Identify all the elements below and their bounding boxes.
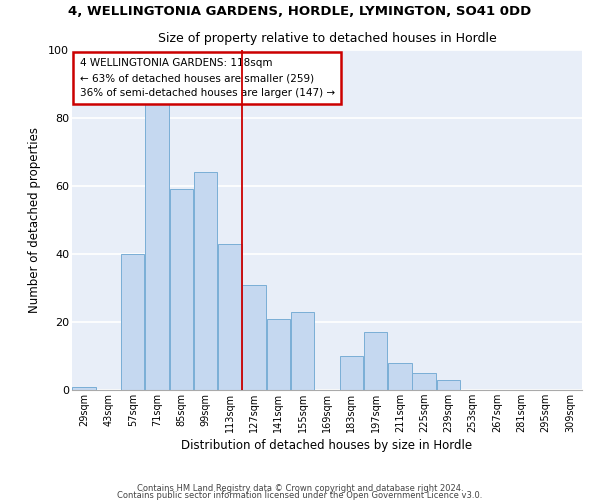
Bar <box>340 356 363 390</box>
Y-axis label: Number of detached properties: Number of detached properties <box>28 127 41 313</box>
Text: Contains HM Land Registry data © Crown copyright and database right 2024.: Contains HM Land Registry data © Crown c… <box>137 484 463 493</box>
Text: Contains public sector information licensed under the Open Government Licence v3: Contains public sector information licen… <box>118 491 482 500</box>
Bar <box>73 386 96 390</box>
Text: 4 WELLINGTONIA GARDENS: 118sqm
← 63% of detached houses are smaller (259)
36% of: 4 WELLINGTONIA GARDENS: 118sqm ← 63% of … <box>80 58 335 98</box>
Bar <box>412 373 436 390</box>
Bar <box>145 104 169 390</box>
Bar <box>437 380 460 390</box>
Bar <box>194 172 217 390</box>
Bar <box>242 284 266 390</box>
Title: Size of property relative to detached houses in Hordle: Size of property relative to detached ho… <box>158 32 496 44</box>
Text: 4, WELLINGTONIA GARDENS, HORDLE, LYMINGTON, SO41 0DD: 4, WELLINGTONIA GARDENS, HORDLE, LYMINGT… <box>68 5 532 18</box>
Bar <box>170 190 193 390</box>
Bar <box>266 318 290 390</box>
Bar <box>388 363 412 390</box>
Bar <box>121 254 145 390</box>
Bar <box>364 332 388 390</box>
Bar <box>218 244 242 390</box>
X-axis label: Distribution of detached houses by size in Hordle: Distribution of detached houses by size … <box>181 439 473 452</box>
Bar <box>291 312 314 390</box>
